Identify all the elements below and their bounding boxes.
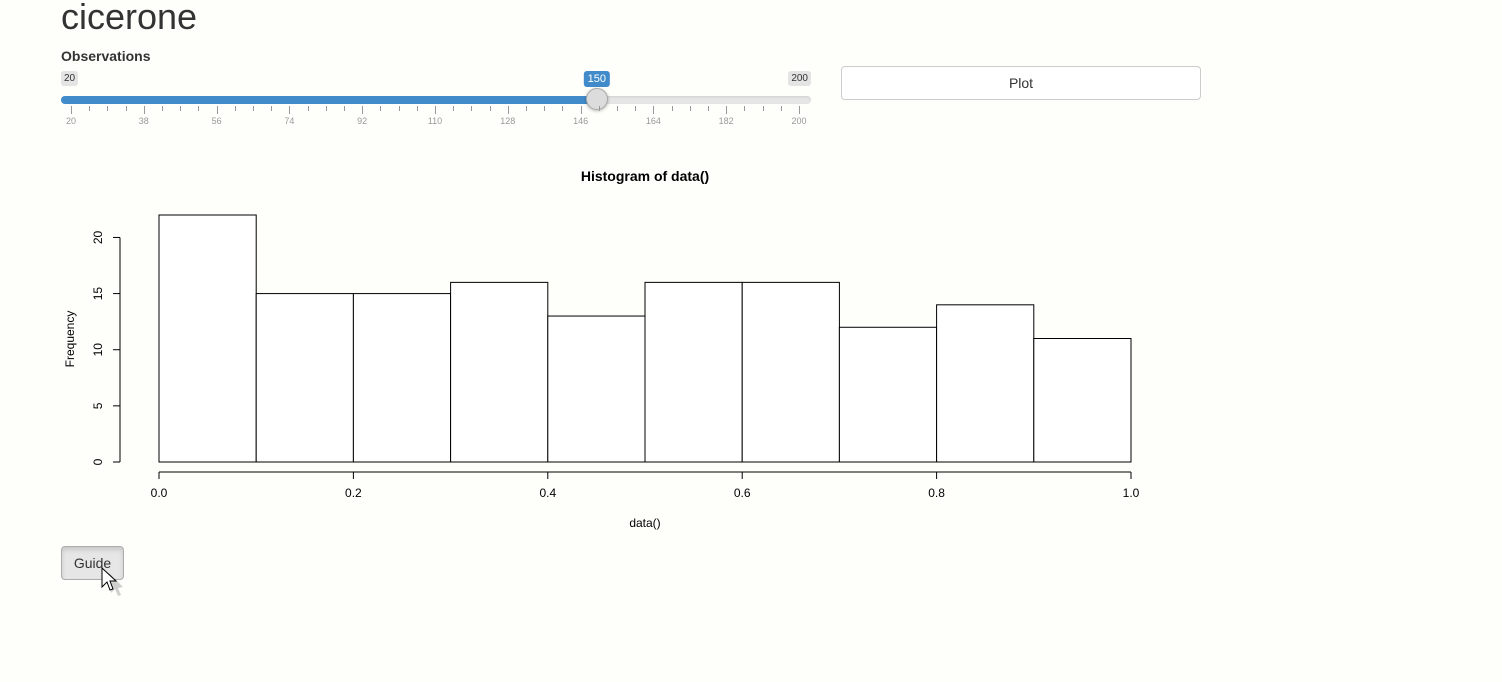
y-axis: 0 5 10 15 20 xyxy=(91,230,121,465)
slider-tick xyxy=(362,106,364,114)
x-tick-label: 1.0 xyxy=(1123,486,1140,500)
slider-minor-tick xyxy=(544,106,546,111)
x-tick-label: 0.4 xyxy=(539,486,556,500)
slider-minor-tick xyxy=(762,106,764,111)
histogram-bar xyxy=(741,281,840,463)
slider-minor-tick xyxy=(598,106,600,111)
histogram-chart: Histogram of data() data() Frequency 0.0… xyxy=(63,168,1140,530)
slider-minor-tick xyxy=(125,106,127,111)
slider-handle[interactable] xyxy=(585,88,608,110)
slider-minor-tick xyxy=(780,106,782,111)
slider-minor-tick xyxy=(526,106,527,111)
slider-tick xyxy=(216,106,218,114)
slider-max-label: 200 xyxy=(788,71,811,86)
slider-minor-tick xyxy=(689,106,691,111)
slider-minor-tick xyxy=(344,106,345,111)
slider-tick-label: 110 xyxy=(427,116,443,126)
slider-minor-tick xyxy=(398,106,400,111)
slider-minor-tick xyxy=(416,106,418,111)
x-tick-label: 0.8 xyxy=(928,486,945,500)
slider-tick xyxy=(726,106,728,114)
x-tick-label: 0.2 xyxy=(345,486,362,500)
slider-minor-tick xyxy=(489,106,491,111)
y-axis-label: Frequency xyxy=(63,311,77,368)
slider-tick-label: 20 xyxy=(65,116,77,126)
slider-minor-tick xyxy=(180,106,182,111)
arrow-cursor-icon xyxy=(101,567,123,596)
guide-button[interactable]: Guide xyxy=(61,546,124,580)
slider-minor-tick xyxy=(744,106,746,111)
page-title: cicerone xyxy=(61,0,198,37)
slider-fill xyxy=(61,96,597,104)
slider-minor-tick xyxy=(234,106,236,111)
slider-tick xyxy=(289,106,291,114)
slider-tick-label: 200 xyxy=(791,116,807,126)
slider-tick xyxy=(143,106,145,114)
y-tick-label: 0 xyxy=(91,458,105,465)
slider-tick xyxy=(507,106,509,114)
histogram-bar xyxy=(352,293,452,463)
slider-min-label: 20 xyxy=(61,71,79,86)
slider-tick-label: 74 xyxy=(284,116,295,126)
slider-minor-tick xyxy=(253,106,254,111)
slider-minor-tick xyxy=(107,106,109,111)
slider-value-label: 150 xyxy=(583,71,610,87)
slider-minor-tick xyxy=(162,106,163,111)
slider-tick xyxy=(71,106,72,114)
x-axis-label: data() xyxy=(629,516,660,530)
slider-tick-label: 164 xyxy=(645,116,661,126)
observations-label: Observations xyxy=(61,48,151,64)
histogram-bar xyxy=(158,214,257,463)
x-axis: 0.0 0.2 0.4 0.6 0.8 1.0 xyxy=(151,471,1140,500)
slider-minor-tick xyxy=(617,106,618,111)
slider-minor-tick xyxy=(271,106,273,111)
slider-tick xyxy=(435,106,436,114)
slider-tick-label: 182 xyxy=(718,116,734,126)
slider-minor-tick xyxy=(471,106,473,111)
slider-tick-label: 128 xyxy=(500,116,516,126)
slider-tick-label: 56 xyxy=(211,116,222,126)
slider-minor-tick xyxy=(380,106,382,111)
x-tick-label: 0.6 xyxy=(734,486,751,500)
histogram-bar xyxy=(838,326,938,463)
plot-button[interactable]: Plot xyxy=(841,66,1201,100)
slider-minor-tick xyxy=(89,106,91,111)
slider-minor-tick xyxy=(325,106,327,111)
histogram-bar xyxy=(547,315,646,463)
slider-minor-tick xyxy=(671,106,673,111)
slider-tick-label: 146 xyxy=(573,116,589,126)
histogram-bar xyxy=(936,304,1035,463)
chart-title: Histogram of data() xyxy=(581,168,709,184)
histogram-bars xyxy=(158,214,1132,463)
histogram-bar xyxy=(450,281,549,463)
slider-tick-label: 38 xyxy=(138,116,149,126)
histogram-bar xyxy=(1033,338,1132,463)
y-tick-label: 15 xyxy=(91,287,105,301)
slider-tick xyxy=(799,106,800,114)
observations-slider[interactable]: 20 200 150 20 38 56 74 92 110 128 146 164 182 200 xyxy=(61,70,811,130)
slider-minor-tick xyxy=(453,106,455,111)
y-tick-label: 20 xyxy=(91,230,105,244)
histogram-bar xyxy=(644,281,743,463)
slider-minor-tick xyxy=(708,106,709,111)
slider-minor-tick xyxy=(562,106,564,111)
slider-minor-tick xyxy=(635,106,637,111)
histogram-bar xyxy=(255,293,354,463)
slider-tick xyxy=(580,106,582,114)
x-tick-label: 0.0 xyxy=(151,486,168,500)
slider-tick xyxy=(653,106,655,114)
slider-minor-tick xyxy=(198,106,200,111)
y-tick-label: 10 xyxy=(91,343,105,357)
slider-tick-label: 92 xyxy=(357,116,368,126)
y-tick-label: 5 xyxy=(91,402,105,409)
slider-minor-tick xyxy=(307,106,309,111)
